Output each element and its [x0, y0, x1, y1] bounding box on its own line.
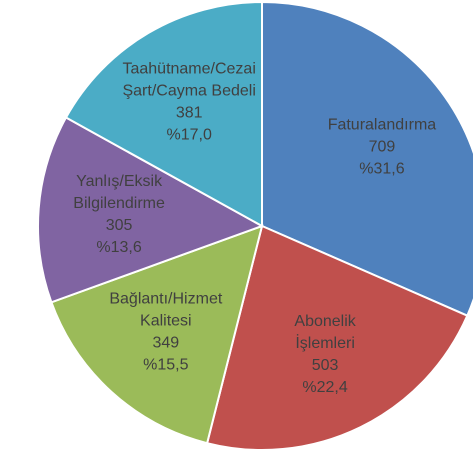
- slice-label: Taahütname/Cezai: [122, 61, 255, 78]
- pie-slice: [64, 0, 263, 228]
- slice-label: Bilgilendirme: [73, 195, 165, 212]
- slice-label: 381: [176, 105, 203, 122]
- slice-label: Yanlış/Eksik: [76, 173, 163, 190]
- pie-slice: [50, 224, 264, 445]
- slice-label: İşlemleri: [295, 333, 355, 352]
- slice-label: 349: [152, 335, 179, 352]
- slice-label: %13,6: [96, 239, 141, 256]
- pie-slice: [261, 0, 473, 317]
- slice-label: 305: [106, 217, 133, 234]
- slice-label: Abonelik: [294, 313, 356, 330]
- slice-label: %17,0: [167, 127, 212, 144]
- pie-slice: [205, 224, 469, 451]
- slice-label: 503: [312, 357, 339, 374]
- slice-label: Bağlantı/Hizmet: [109, 291, 222, 308]
- slice-label: Faturalandırma: [328, 117, 437, 134]
- slice-label: Kalitesi: [140, 313, 192, 330]
- slice-label: %31,6: [359, 161, 404, 178]
- slice-label: %22,4: [302, 379, 347, 396]
- slice-label: 709: [369, 139, 396, 156]
- slice-label: %15,5: [143, 357, 188, 374]
- slice-label: Şart/Cayma Bedeli: [122, 83, 255, 100]
- pie-slice: [37, 116, 265, 304]
